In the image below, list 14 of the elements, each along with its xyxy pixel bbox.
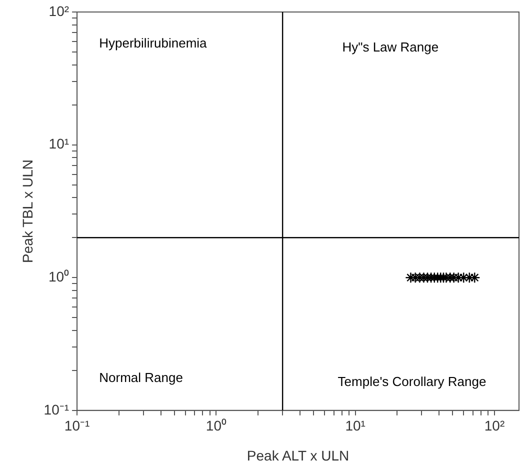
y-tick-label: 10⁻¹ [44,401,70,418]
annotation: Temple's Corollary Range [338,374,486,390]
x-tick-label: 10² [484,418,505,434]
x-tick-label: 10¹ [345,418,366,434]
x-tick-label: 10⁻¹ [64,418,90,434]
y-tick-label: 10⁰ [48,268,70,284]
y-tick-label: 10¹ [48,136,70,152]
y-tick-label: 10² [48,2,70,19]
x-tick-label: 10⁰ [206,418,226,434]
x-axis-title: Peak ALT x ULN [246,447,350,464]
annotation: Hyperbilirubinemia [99,35,208,50]
annotation: Normal Range [99,370,183,386]
y-axis-title: Peak TBL x ULN [19,159,36,263]
annotation: Hy"s Law Range [342,39,439,54]
